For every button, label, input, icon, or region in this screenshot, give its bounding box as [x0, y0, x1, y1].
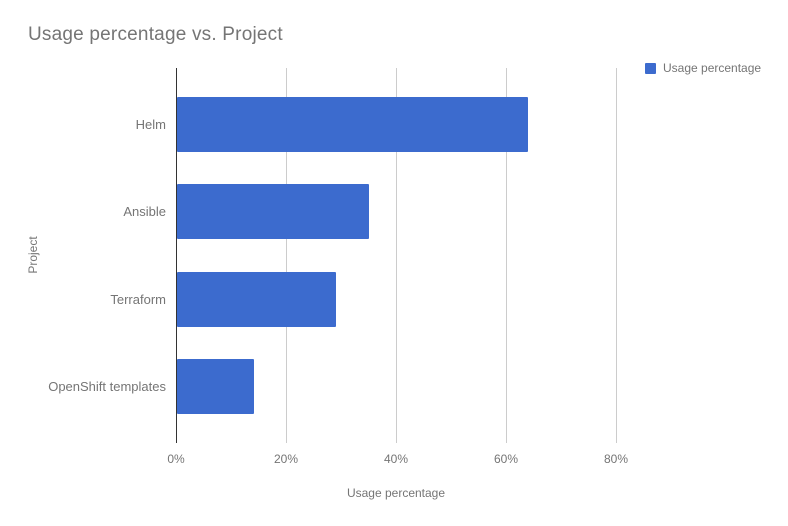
x-tick-label: 20% — [273, 452, 299, 466]
bar-row — [177, 256, 616, 343]
category-label: Helm — [135, 117, 166, 133]
bar-terraform — [177, 271, 337, 327]
x-tick-label: 0% — [167, 452, 185, 466]
gridline — [616, 68, 617, 443]
chart-title: Usage percentage vs. Project — [28, 24, 283, 45]
category-label: OpenShift templates — [48, 378, 166, 394]
y-axis-category-labels: Helm Ansible Terraform OpenShift templates — [0, 68, 166, 443]
legend-swatch-icon — [645, 62, 656, 74]
bars-container — [177, 68, 616, 443]
gridline — [506, 68, 507, 443]
bar-row — [177, 168, 616, 255]
bar-openshift-templates — [177, 358, 254, 414]
plot-area — [176, 68, 617, 443]
x-tick-label: 80% — [603, 452, 629, 466]
bar-row — [177, 81, 616, 168]
legend-label: Usage percentage — [663, 61, 762, 75]
category-label: Ansible — [123, 204, 166, 220]
bar-helm — [177, 97, 529, 153]
x-tick-label: 60% — [493, 452, 519, 466]
x-axis-title: Usage percentage — [346, 486, 446, 500]
x-axis-tick-labels: 0% 20% 40% 60% 80% — [167, 452, 628, 468]
x-tick-label: 40% — [383, 452, 409, 466]
bar-ansible — [177, 184, 370, 240]
gridline — [396, 68, 397, 443]
bar-row — [177, 343, 616, 430]
legend: Usage percentage — [645, 61, 761, 75]
gridline — [286, 68, 287, 443]
y-axis-title: Project — [26, 236, 40, 274]
category-label: Terraform — [110, 291, 166, 307]
x-axis-baseline — [176, 68, 177, 443]
